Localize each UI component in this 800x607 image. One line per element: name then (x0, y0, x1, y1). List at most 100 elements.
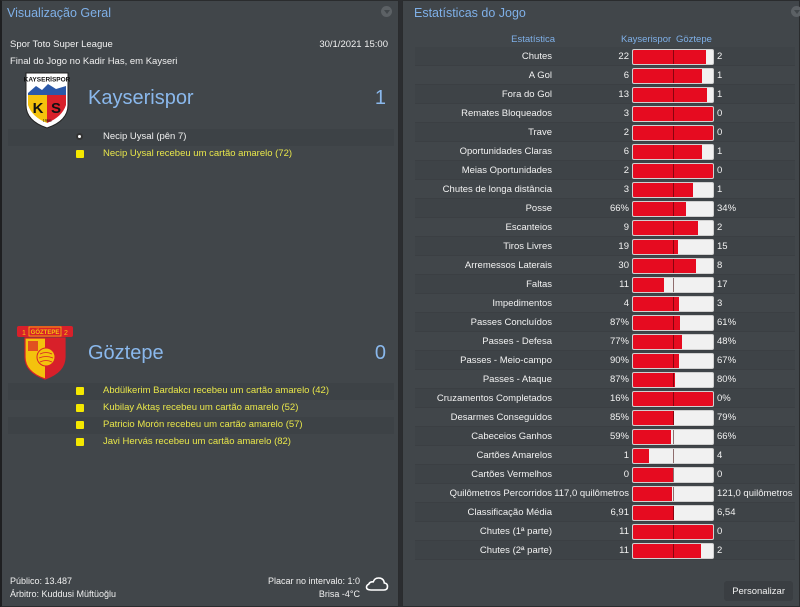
stat-label: Impedimentos (492, 298, 552, 309)
bar-center-line (673, 506, 674, 520)
stat-row: Cartões Amarelos 1 4 (415, 446, 795, 465)
event-text[interactable]: Abdülkerim Bardakcı recebeu um cartão am… (103, 385, 329, 396)
event-text[interactable]: Necip Uysal recebeu um cartão amarelo (7… (103, 148, 293, 159)
bar-center-line (673, 145, 674, 159)
stat-row: Chutes de longa distância 3 1 (415, 180, 795, 199)
yellow-card-icon (76, 387, 84, 395)
home-bar-fill (633, 202, 686, 216)
stat-comparison-bar (632, 163, 714, 179)
header-stat[interactable]: Estatística (511, 34, 555, 45)
header-home-team: Kayserispor (621, 34, 672, 45)
stats-table: Estatística Kayserispor Göztepe Chutes 22… (415, 31, 795, 560)
stat-label: Passes - Meio-campo (460, 355, 552, 366)
stat-row: Remates Bloqueados 3 0 (415, 104, 795, 123)
bar-center-line (673, 392, 674, 406)
stat-row: Meias Oportunidades 2 0 (415, 161, 795, 180)
event-text[interactable]: Necip Uysal (pên 7) (103, 131, 187, 142)
stat-label: Cruzamentos Completados (436, 393, 552, 404)
bar-center-line (673, 373, 674, 387)
stat-row: Oportunidades Claras 6 1 (415, 142, 795, 161)
stat-away-value: 0 (717, 526, 723, 537)
stat-home-value: 16% (609, 393, 629, 404)
home-bar-fill (633, 88, 708, 102)
stat-away-value: 1 (717, 89, 723, 100)
home-bar-fill (633, 544, 701, 558)
home-bar-fill (633, 468, 673, 482)
stat-row: Chutes (2ª parte) 11 2 (415, 541, 795, 560)
stat-away-value: 0 (717, 165, 723, 176)
svg-text:2: 2 (64, 330, 68, 337)
event-row: Necip Uysal (pên 7) (8, 129, 394, 146)
bar-center-line (673, 69, 674, 83)
stat-comparison-bar (632, 144, 714, 160)
stat-comparison-bar (632, 334, 714, 350)
collapse-icon[interactable] (381, 6, 392, 17)
stat-home-value: 9 (623, 222, 629, 233)
stat-home-value: 3 (623, 108, 629, 119)
stat-home-value: 90% (609, 355, 629, 366)
stat-home-value: 59% (609, 431, 629, 442)
stat-row: Trave 2 0 (415, 123, 795, 142)
stat-label: Escanteios (505, 222, 552, 233)
away-team-name[interactable]: Göztepe (88, 342, 164, 364)
event-text[interactable]: Javi Hervás recebeu um cartão amarelo (8… (103, 436, 291, 447)
attendance: Público: 13.487 (10, 576, 73, 586)
bar-center-line (673, 544, 674, 558)
stat-comparison-bar (632, 239, 714, 255)
stat-comparison-bar (632, 315, 714, 331)
stat-label: Chutes (2ª parte) (479, 545, 552, 556)
stat-away-value: 0 (717, 127, 723, 138)
stat-comparison-bar (632, 505, 714, 521)
stats-rows: Chutes 22 2 A Gol 6 1 Fora do Gol 13 1 Remates Bl… (415, 47, 795, 560)
bar-center-line (673, 316, 674, 330)
home-team-score: 1 (374, 87, 386, 109)
stat-away-value: 61% (717, 317, 737, 328)
stat-away-value: 1 (717, 70, 723, 81)
stat-away-value: 67% (717, 355, 737, 366)
event-text[interactable]: Kubilay Aktaş recebeu um cartão amarelo … (103, 402, 299, 413)
bar-center-line (673, 107, 674, 121)
stat-comparison-bar (632, 258, 714, 274)
home-team-header: KAYSERİSPOR K S 1966 Kayserispor 1 (8, 69, 394, 131)
stat-home-value: 2 (623, 165, 629, 176)
stat-row: Impedimentos 4 3 (415, 294, 795, 313)
stat-row: Cruzamentos Completados 16% 0% (415, 389, 795, 408)
stat-away-value: 66% (717, 431, 737, 442)
stat-comparison-bar (632, 372, 714, 388)
stat-comparison-bar (632, 277, 714, 293)
stat-home-value: 6 (623, 70, 629, 81)
stat-label: Desarmes Conseguidos (450, 412, 552, 423)
stat-home-value: 1 (623, 450, 629, 461)
home-bar-fill (633, 449, 649, 463)
stat-away-value: 2 (717, 545, 723, 556)
away-team-header: GÖZTEPE 1 2 Göztepe 0 (8, 323, 394, 383)
stat-home-value: 11 (619, 279, 629, 290)
stat-label: Meias Oportunidades (461, 165, 552, 176)
bar-center-line (673, 126, 674, 140)
bar-center-line (673, 278, 674, 292)
bar-center-line (673, 297, 674, 311)
event-text[interactable]: Patricio Morón recebeu um cartão amarelo… (103, 419, 303, 430)
stat-row: Cabeceios Ganhos 59% 66% (415, 427, 795, 446)
stat-label: Quilômetros Percorridos (449, 488, 552, 499)
collapse-icon[interactable] (791, 6, 800, 17)
home-bar-fill (633, 411, 675, 425)
stat-away-value: 3 (717, 298, 723, 309)
stat-row: Desarmes Conseguidos 85% 79% (415, 408, 795, 427)
yellow-card-icon (76, 438, 84, 446)
home-bar-fill (633, 259, 697, 273)
home-team-name[interactable]: Kayserispor (88, 87, 194, 109)
stat-away-value: 17 (717, 279, 728, 290)
stat-row: Passes - Meio-campo 90% 67% (415, 351, 795, 370)
home-bar-fill (633, 506, 675, 520)
bar-center-line (673, 354, 674, 368)
stat-comparison-bar (632, 353, 714, 369)
svg-text:1: 1 (22, 330, 26, 337)
home-bar-fill (633, 69, 702, 83)
bar-center-line (673, 449, 674, 463)
stat-home-value: 19 (618, 241, 629, 252)
svg-text:KAYSERİSPOR: KAYSERİSPOR (24, 76, 70, 84)
stat-comparison-bar (632, 410, 714, 426)
customize-button[interactable]: Personalizar (724, 581, 793, 601)
stat-home-value: 87% (609, 374, 629, 385)
